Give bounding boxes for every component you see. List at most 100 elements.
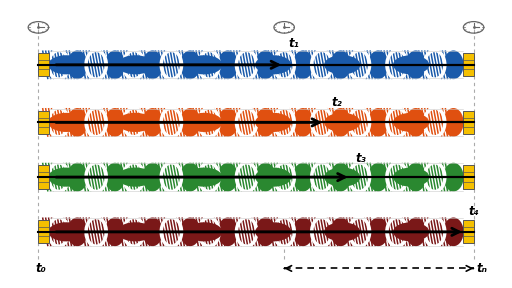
Ellipse shape — [86, 108, 106, 137]
Ellipse shape — [274, 217, 294, 246]
Ellipse shape — [393, 168, 429, 187]
Ellipse shape — [117, 55, 154, 74]
Ellipse shape — [330, 108, 351, 137]
Ellipse shape — [424, 217, 445, 246]
Text: t₂: t₂ — [331, 96, 342, 109]
Ellipse shape — [180, 217, 200, 246]
Ellipse shape — [218, 108, 238, 137]
Ellipse shape — [255, 108, 275, 137]
Bar — [49, 79, 463, 137]
Ellipse shape — [86, 217, 106, 246]
Ellipse shape — [443, 108, 463, 137]
Ellipse shape — [161, 108, 182, 137]
Ellipse shape — [406, 163, 426, 192]
Ellipse shape — [406, 217, 426, 246]
Ellipse shape — [324, 222, 360, 241]
Bar — [38, 111, 49, 134]
Ellipse shape — [123, 108, 144, 137]
Ellipse shape — [199, 163, 219, 192]
Ellipse shape — [105, 217, 125, 246]
Bar — [38, 166, 49, 189]
Ellipse shape — [443, 50, 463, 79]
Ellipse shape — [199, 50, 219, 79]
Ellipse shape — [105, 108, 125, 137]
Ellipse shape — [67, 163, 88, 192]
Ellipse shape — [312, 108, 332, 137]
Ellipse shape — [186, 168, 222, 187]
Text: t₃: t₃ — [356, 152, 367, 165]
Ellipse shape — [443, 163, 463, 192]
Ellipse shape — [255, 50, 275, 79]
Ellipse shape — [255, 168, 291, 187]
Ellipse shape — [293, 217, 313, 246]
Ellipse shape — [161, 50, 182, 79]
Ellipse shape — [49, 50, 69, 79]
Ellipse shape — [387, 217, 407, 246]
Ellipse shape — [393, 55, 429, 74]
Ellipse shape — [117, 222, 154, 241]
Ellipse shape — [180, 108, 200, 137]
Ellipse shape — [255, 217, 275, 246]
Ellipse shape — [424, 163, 445, 192]
Text: t₀: t₀ — [36, 262, 47, 275]
Ellipse shape — [199, 108, 219, 137]
Ellipse shape — [67, 108, 88, 137]
Ellipse shape — [67, 217, 88, 246]
Bar — [463, 220, 474, 243]
Ellipse shape — [199, 217, 219, 246]
Ellipse shape — [443, 217, 463, 246]
Ellipse shape — [49, 217, 69, 246]
Text: t₄: t₄ — [469, 205, 480, 218]
Ellipse shape — [349, 50, 370, 79]
Ellipse shape — [255, 113, 291, 132]
Ellipse shape — [86, 163, 106, 192]
Ellipse shape — [105, 50, 125, 79]
Ellipse shape — [368, 163, 389, 192]
Ellipse shape — [48, 55, 84, 74]
Ellipse shape — [368, 50, 389, 79]
Ellipse shape — [312, 163, 332, 192]
Ellipse shape — [237, 217, 257, 246]
Ellipse shape — [218, 163, 238, 192]
Ellipse shape — [293, 50, 313, 79]
Bar — [463, 111, 474, 134]
Ellipse shape — [161, 217, 182, 246]
Ellipse shape — [368, 108, 389, 137]
Bar — [38, 53, 49, 76]
Bar — [49, 134, 463, 192]
Ellipse shape — [105, 163, 125, 192]
Ellipse shape — [274, 163, 294, 192]
Ellipse shape — [237, 50, 257, 79]
Ellipse shape — [186, 222, 222, 241]
Ellipse shape — [142, 217, 163, 246]
Ellipse shape — [48, 222, 84, 241]
Ellipse shape — [424, 50, 445, 79]
Ellipse shape — [86, 50, 106, 79]
Ellipse shape — [406, 108, 426, 137]
Ellipse shape — [424, 108, 445, 137]
Bar — [38, 220, 49, 243]
Bar — [49, 189, 463, 246]
Bar — [463, 166, 474, 189]
Ellipse shape — [123, 163, 144, 192]
Ellipse shape — [406, 50, 426, 79]
Ellipse shape — [180, 163, 200, 192]
Ellipse shape — [255, 55, 291, 74]
Ellipse shape — [324, 113, 360, 132]
Ellipse shape — [312, 217, 332, 246]
Ellipse shape — [393, 222, 429, 241]
Ellipse shape — [312, 50, 332, 79]
Ellipse shape — [186, 55, 222, 74]
Ellipse shape — [218, 50, 238, 79]
Ellipse shape — [142, 50, 163, 79]
Ellipse shape — [387, 108, 407, 137]
Ellipse shape — [349, 217, 370, 246]
Ellipse shape — [48, 113, 84, 132]
Ellipse shape — [349, 163, 370, 192]
Ellipse shape — [123, 217, 144, 246]
Ellipse shape — [387, 50, 407, 79]
Ellipse shape — [293, 163, 313, 192]
Ellipse shape — [349, 108, 370, 137]
Ellipse shape — [49, 108, 69, 137]
Ellipse shape — [237, 108, 257, 137]
